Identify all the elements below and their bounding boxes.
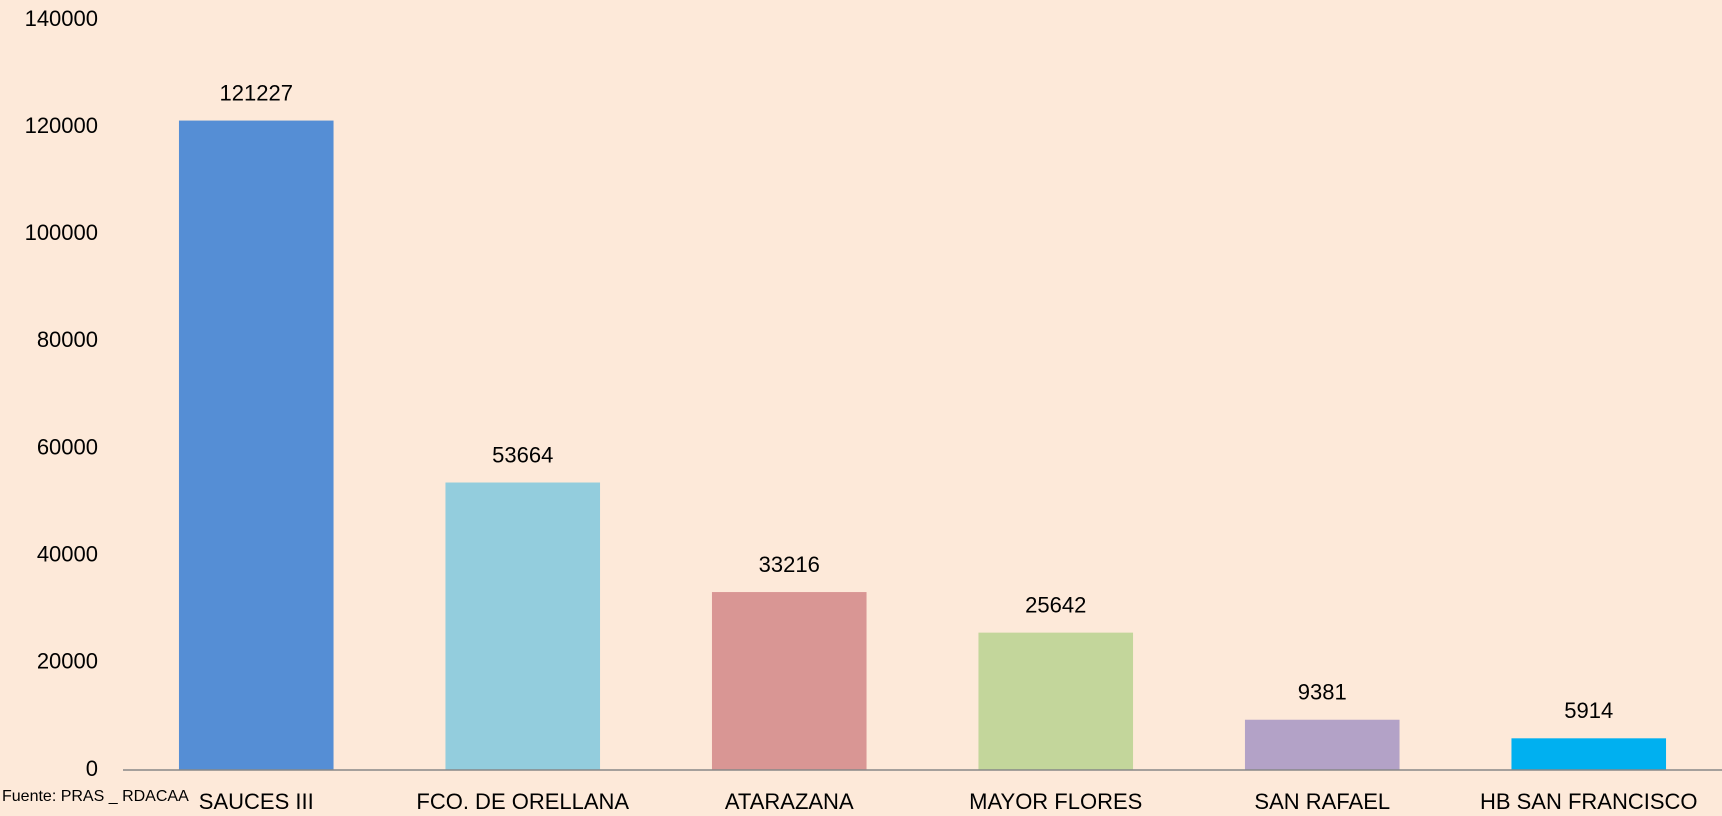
y-tick-label: 120000 bbox=[25, 113, 98, 138]
x-tick-label: MAYOR FLORES bbox=[969, 789, 1142, 814]
bar bbox=[1511, 738, 1667, 770]
x-tick-label: SAN RAFAEL bbox=[1254, 789, 1390, 814]
data-label: 121227 bbox=[220, 80, 293, 105]
data-label: 5914 bbox=[1564, 698, 1613, 723]
x-tick-label: SAUCES III bbox=[199, 789, 314, 814]
bar bbox=[445, 482, 601, 770]
data-label: 53664 bbox=[492, 442, 553, 467]
bar bbox=[978, 632, 1134, 770]
y-tick-label: 0 bbox=[86, 756, 98, 781]
y-tick-label: 40000 bbox=[37, 542, 98, 567]
y-tick-label: 140000 bbox=[25, 6, 98, 31]
y-tick-label: 100000 bbox=[25, 220, 98, 245]
x-tick-label: ATARAZANA bbox=[725, 789, 854, 814]
bar bbox=[178, 120, 334, 770]
y-tick-label: 60000 bbox=[37, 434, 98, 459]
data-label: 25642 bbox=[1025, 592, 1086, 617]
bar bbox=[711, 592, 867, 770]
data-label: 33216 bbox=[759, 552, 820, 577]
x-tick-label: HB SAN FRANCISCO bbox=[1480, 789, 1698, 814]
x-tick-label: FCO. DE ORELLANA bbox=[416, 789, 629, 814]
source-note: Fuente: PRAS _ RDACAA bbox=[2, 788, 189, 805]
y-tick-label: 20000 bbox=[37, 649, 98, 674]
data-label: 9381 bbox=[1298, 680, 1347, 705]
bar bbox=[1244, 719, 1400, 770]
y-tick-label: 80000 bbox=[37, 327, 98, 352]
